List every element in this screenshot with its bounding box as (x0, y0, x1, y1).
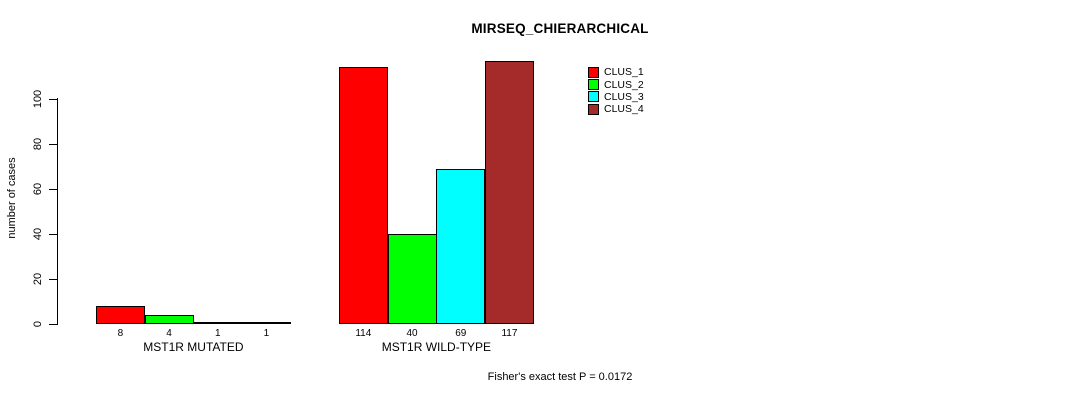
bar-clus_1-mst1r-wild-type (339, 67, 388, 324)
y-tick (49, 189, 57, 190)
group-label-mst1r-wild-type: MST1R WILD-TYPE (381, 340, 492, 354)
bar-clus_4-mst1r-mutated (242, 322, 291, 324)
y-tick (49, 99, 57, 100)
bar-clus_3-mst1r-wild-type (436, 169, 485, 324)
bar-value-label: 1 (263, 328, 270, 339)
legend-label: CLUS_1 (604, 66, 644, 79)
y-axis-title: number of cases (6, 157, 18, 239)
y-tick (49, 324, 57, 325)
legend: CLUS_1 CLUS_2 CLUS_3 CLUS_4 (588, 66, 644, 116)
bar-value-label: 1 (214, 328, 221, 339)
chart-title: MIRSEQ_CHIERARCHICAL (471, 21, 649, 36)
legend-swatch (588, 66, 599, 78)
legend-item-clus_2: CLUS_2 (588, 78, 644, 91)
y-tick-label: 0 (32, 320, 44, 328)
bar-clus_2-mst1r-wild-type (388, 234, 437, 324)
fisher-test-annotation: Fisher's exact test P = 0.0172 (487, 371, 633, 383)
bar-clus_2-mst1r-mutated (145, 315, 194, 324)
y-tick-label: 40 (32, 227, 44, 241)
legend-swatch (588, 91, 599, 103)
legend-label: CLUS_2 (604, 78, 644, 91)
y-tick-label: 60 (32, 182, 44, 196)
bar-value-label: 40 (406, 328, 418, 339)
y-tick-label: 80 (32, 137, 44, 151)
y-tick (49, 144, 57, 145)
y-axis-line (57, 98, 58, 325)
legend-item-clus_3: CLUS_3 (588, 91, 644, 103)
y-tick-label: 20 (32, 272, 44, 286)
bar-value-label: 117 (501, 328, 518, 339)
bar-value-label: 69 (455, 328, 467, 339)
legend-item-clus_4: CLUS_4 (588, 103, 644, 115)
bar-clus_3-mst1r-mutated (193, 322, 242, 324)
bar-value-label: 4 (166, 328, 172, 339)
legend-item-clus_1: CLUS_1 (588, 66, 644, 78)
y-tick (49, 279, 57, 280)
bar-clus_4-mst1r-wild-type (485, 61, 534, 324)
bar-clus_1-mst1r-mutated (96, 306, 145, 324)
legend-swatch (588, 79, 599, 91)
legend-label: CLUS_3 (604, 90, 644, 103)
y-tick (49, 234, 57, 235)
legend-label: CLUS_4 (604, 103, 644, 116)
bar-value-label: 8 (117, 328, 124, 339)
legend-swatch (588, 103, 599, 115)
bar-value-label: 114 (355, 328, 372, 339)
y-tick-label: 100 (32, 89, 44, 109)
group-label-mst1r-mutated: MST1R MUTATED (143, 340, 244, 354)
